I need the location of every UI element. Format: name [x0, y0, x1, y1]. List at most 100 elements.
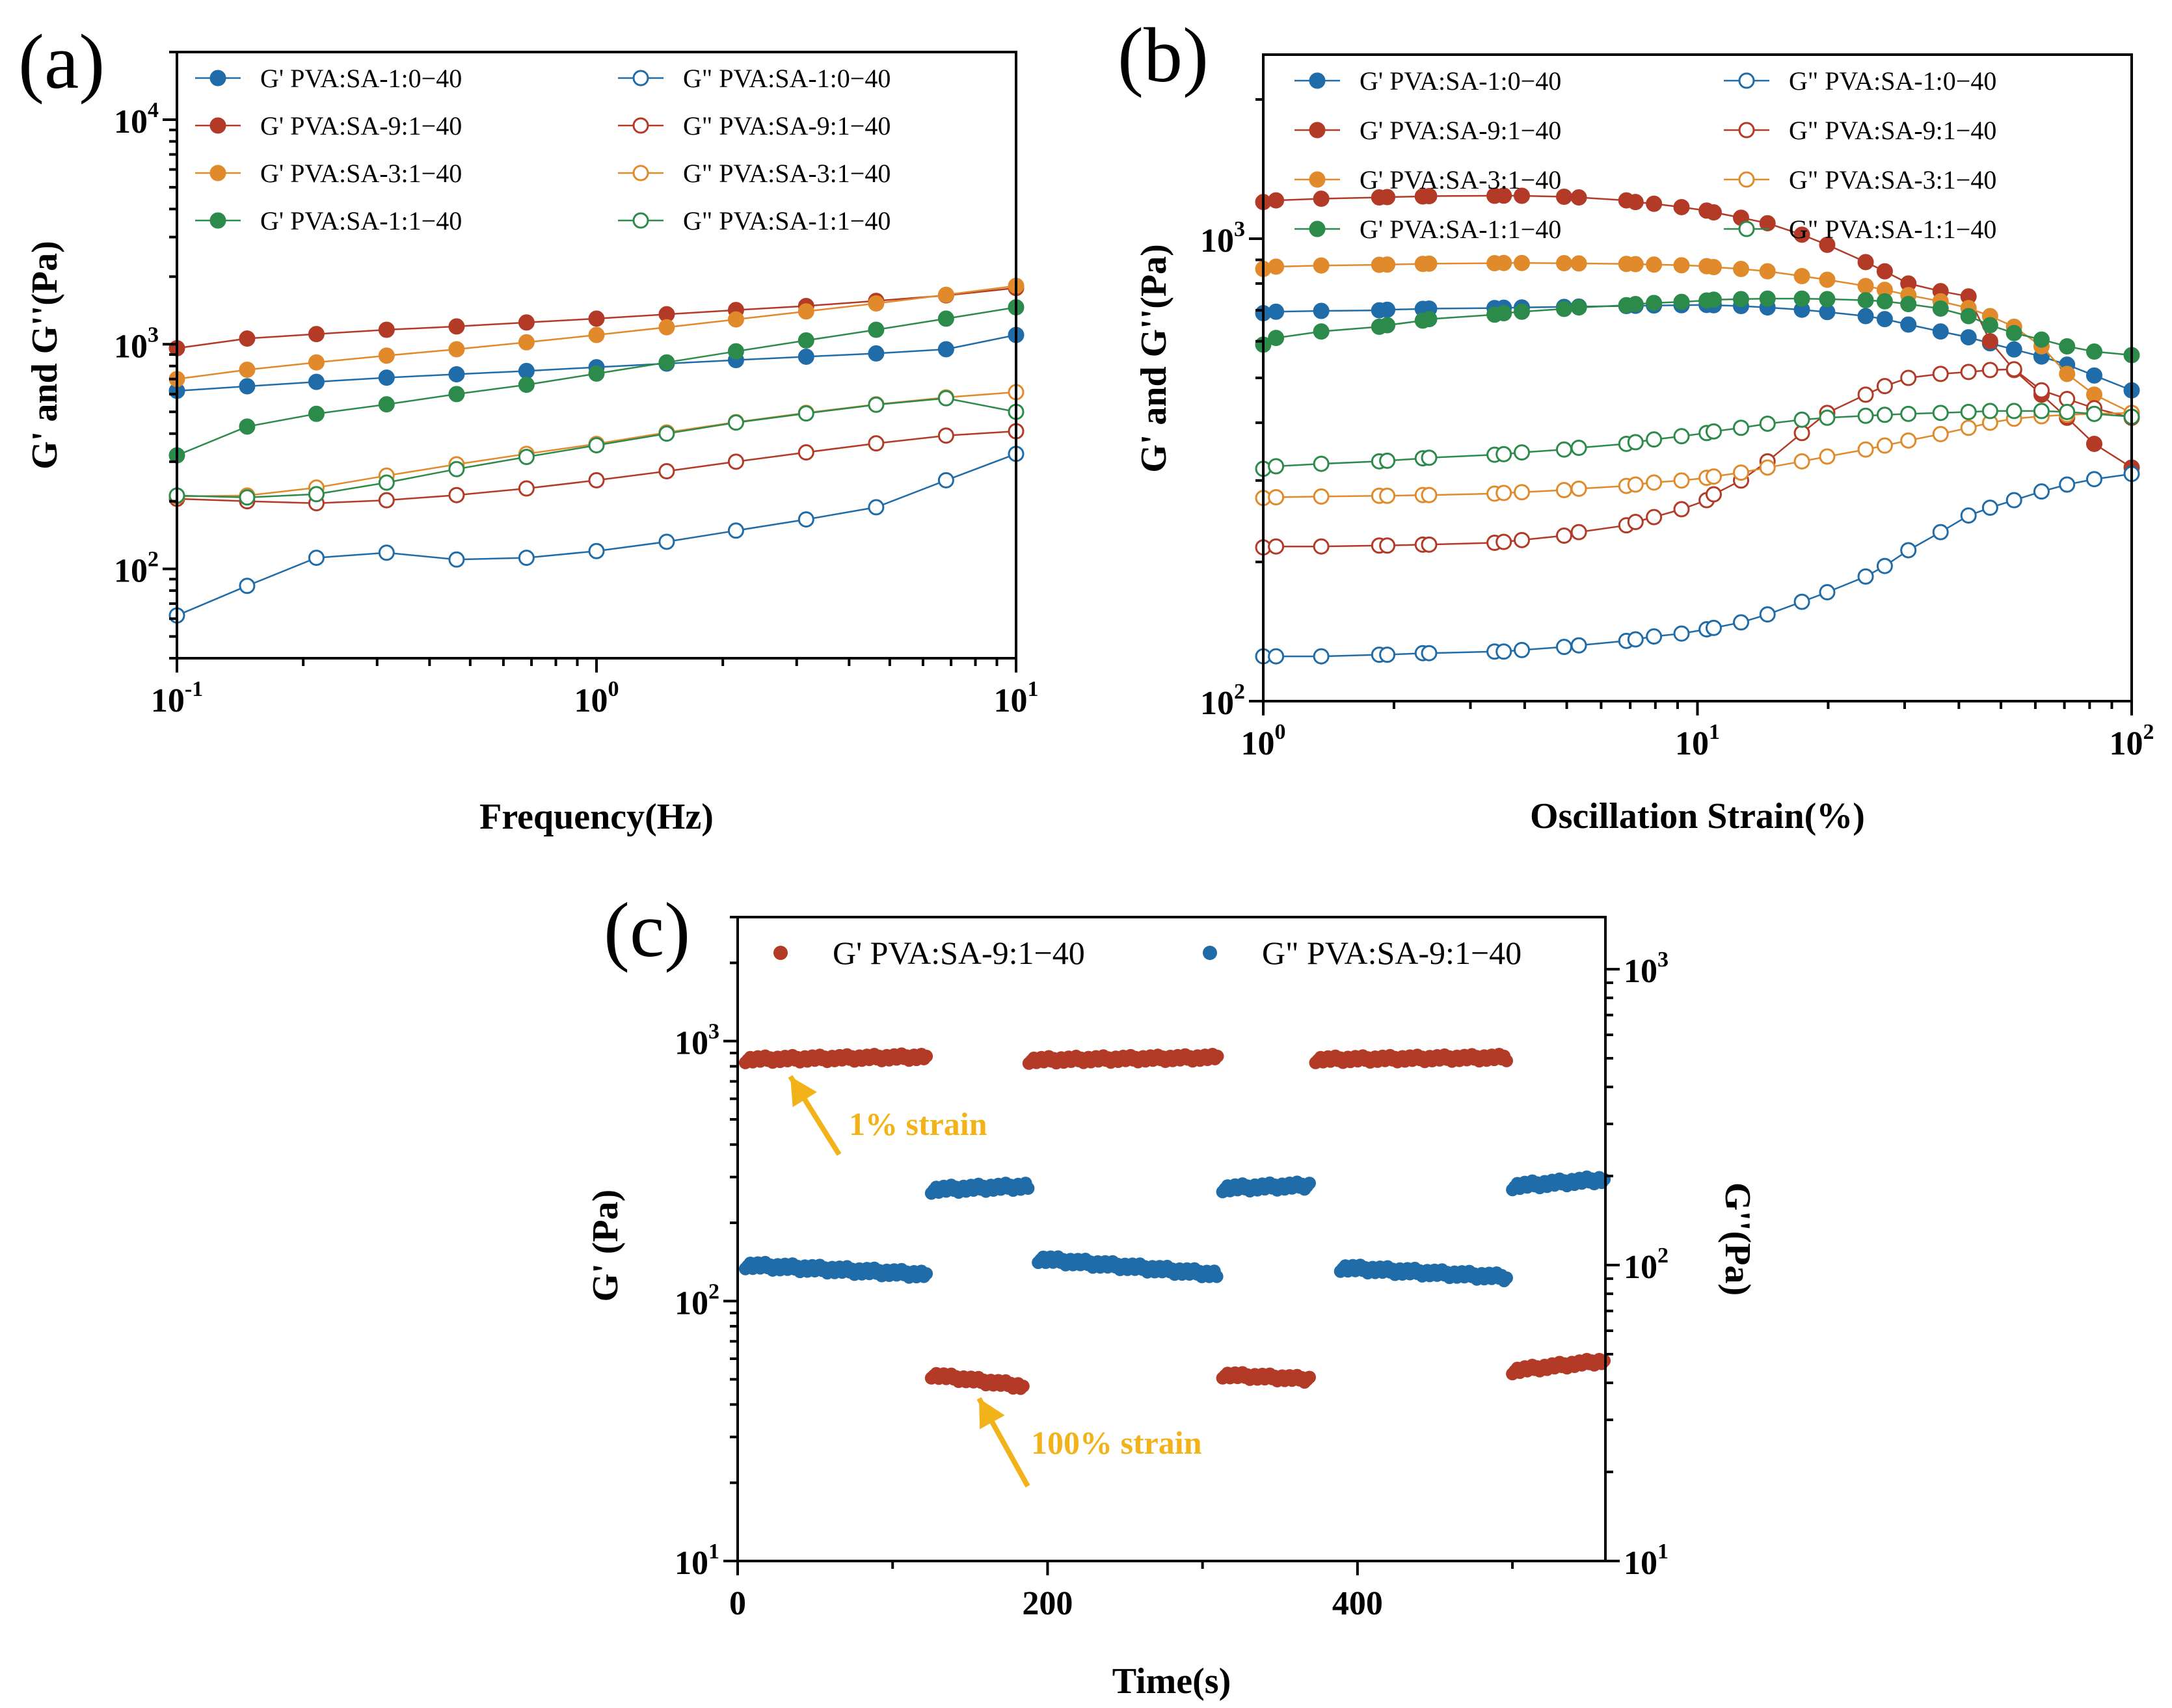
data-point — [1876, 263, 1893, 280]
data-point — [1500, 1054, 1513, 1067]
series-line — [1263, 473, 2132, 658]
data-point — [1379, 647, 1396, 663]
data-point — [239, 361, 256, 378]
data-point — [1570, 255, 1587, 272]
data-point — [518, 480, 535, 497]
data-point — [1673, 198, 1690, 215]
data-point — [920, 1267, 933, 1281]
data-point — [1732, 291, 1749, 308]
data-point — [658, 463, 675, 480]
data-point — [1900, 369, 1917, 386]
x-tick-label: 100 — [574, 677, 619, 719]
legend-marker — [1309, 171, 1326, 188]
data-point — [1268, 538, 1285, 555]
data-point — [1379, 487, 1396, 504]
data-point — [1379, 537, 1396, 554]
data-point — [1627, 194, 1644, 211]
data-point — [1673, 472, 1690, 489]
data-point — [1673, 257, 1690, 274]
data-point — [1268, 258, 1285, 275]
data-point — [2005, 403, 2022, 420]
data-point — [308, 486, 325, 503]
panel-label: (a) — [18, 18, 105, 105]
data-point — [518, 334, 535, 351]
data-point — [1960, 329, 1977, 346]
legend-marker — [1738, 220, 1755, 237]
data-point — [1819, 236, 1836, 253]
data-point — [308, 354, 325, 371]
y-axis-title: G' and G''(Pa) — [1134, 244, 1174, 473]
data-point — [868, 321, 885, 338]
data-point — [1857, 292, 1874, 309]
y-axis-title: G' (Pa) — [585, 1190, 626, 1302]
legend-marker — [632, 212, 649, 229]
data-point — [2033, 483, 2050, 500]
y-tick-label: 102 — [675, 1279, 719, 1322]
data-point — [239, 489, 256, 506]
data-point — [1819, 409, 1836, 426]
legend-marker — [632, 117, 649, 134]
data-point — [1732, 261, 1749, 278]
legend-marker — [1738, 72, 1755, 89]
data-point — [2033, 403, 2050, 420]
y-axis-title: G' and G''(Pa) — [25, 241, 65, 470]
y-tick-label: 104 — [114, 98, 159, 140]
data-point — [1555, 255, 1572, 272]
data-point — [2005, 492, 2022, 509]
legend-entry: G' PVA:SA-9:1−40 — [1360, 116, 1561, 145]
data-point — [448, 366, 465, 382]
data-point — [868, 345, 885, 362]
legend-entry: G" PVA:SA-1:0−40 — [1789, 66, 1996, 96]
legend-entry: G" PVA:SA-1:1−40 — [683, 206, 891, 235]
data-point — [1268, 458, 1285, 475]
legend-entry: G" PVA:SA-3:1−40 — [683, 159, 891, 188]
data-point — [378, 474, 395, 491]
legend-entry: G' PVA:SA-3:1−40 — [1360, 165, 1561, 194]
data-point — [1793, 226, 1810, 243]
data-point — [2085, 405, 2102, 422]
data-point — [1495, 305, 1512, 322]
data-point — [448, 551, 465, 568]
data-point — [1555, 639, 1572, 656]
data-point — [1932, 323, 1949, 340]
legend-marker — [1309, 220, 1326, 237]
data-point — [1627, 514, 1644, 531]
data-point — [1759, 290, 1776, 307]
data-point — [1421, 449, 1438, 466]
data-point — [1876, 557, 1893, 574]
data-point — [1513, 187, 1530, 204]
data-point — [727, 522, 744, 539]
series-line — [1263, 412, 2132, 499]
series-blue — [738, 1170, 1611, 1288]
legend-marker — [1738, 171, 1755, 188]
series-red — [738, 1047, 1611, 1395]
data-point — [1932, 524, 1949, 540]
x-tick-label: 10-1 — [151, 677, 203, 719]
data-point — [1379, 452, 1396, 469]
legend-entry: G' PVA:SA-9:1−40 — [833, 935, 1085, 971]
legend: G' PVA:SA-9:1−40 G" PVA:SA-9:1−40 — [773, 935, 1522, 971]
data-point — [937, 310, 954, 327]
data-point — [937, 341, 954, 358]
data-point — [2085, 471, 2102, 488]
data-point — [1819, 448, 1836, 465]
data-point — [2033, 382, 2050, 399]
data-point — [1570, 480, 1587, 497]
data-point — [1732, 614, 1749, 631]
data-point — [1932, 300, 1949, 317]
data-point — [518, 362, 535, 379]
data-point — [1857, 254, 1874, 271]
legend-entry: G" PVA:SA-9:1−40 — [1262, 935, 1522, 971]
data-point — [1646, 256, 1663, 273]
data-point — [1960, 364, 1977, 380]
data-point — [1210, 1270, 1224, 1283]
data-point — [658, 425, 675, 442]
data-point — [1793, 290, 1810, 307]
legend-entry: G" PVA:SA-1:0−40 — [683, 64, 891, 93]
data-point — [1960, 308, 1977, 325]
data-point — [448, 487, 465, 503]
data-point — [1570, 524, 1587, 540]
x-tick-label: 200 — [1022, 1585, 1073, 1622]
legend-entry: G" PVA:SA-9:1−40 — [683, 111, 891, 140]
data-point — [239, 378, 256, 395]
